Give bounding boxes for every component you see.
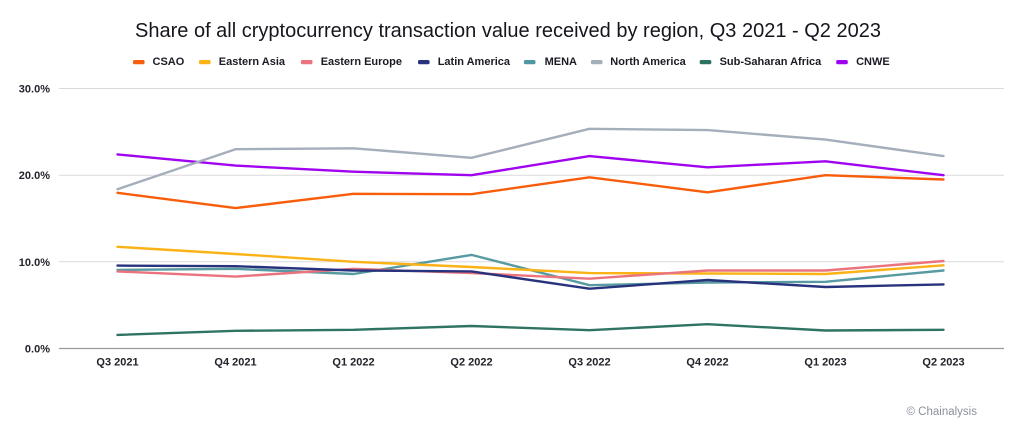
svg-text:20.0%: 20.0% — [19, 170, 50, 182]
svg-text:© Chainalysis: © Chainalysis — [907, 406, 978, 418]
svg-text:MENA: MENA — [545, 56, 577, 68]
svg-text:CSAO: CSAO — [153, 56, 185, 68]
svg-text:Q1 2023: Q1 2023 — [804, 357, 846, 369]
svg-text:10.0%: 10.0% — [19, 257, 50, 269]
svg-text:Q3 2021: Q3 2021 — [96, 357, 138, 369]
svg-text:Q2 2023: Q2 2023 — [922, 357, 964, 369]
svg-text:Sub-Saharan Africa: Sub-Saharan Africa — [720, 56, 823, 68]
svg-text:Share of all cryptocurrency tr: Share of all cryptocurrency transaction … — [135, 20, 881, 42]
svg-text:Q4 2021: Q4 2021 — [214, 357, 256, 369]
svg-text:Q1 2022: Q1 2022 — [332, 357, 374, 369]
svg-text:North America: North America — [610, 56, 686, 68]
svg-text:CNWE: CNWE — [856, 56, 890, 68]
svg-text:Eastern Europe: Eastern Europe — [321, 56, 402, 68]
svg-text:Q3 2022: Q3 2022 — [568, 357, 610, 369]
svg-text:Q2 2022: Q2 2022 — [450, 357, 492, 369]
svg-text:Latin America: Latin America — [438, 56, 511, 68]
svg-text:30.0%: 30.0% — [19, 84, 50, 96]
svg-text:Q4 2022: Q4 2022 — [686, 357, 728, 369]
svg-text:0.0%: 0.0% — [25, 344, 50, 356]
svg-text:Eastern Asia: Eastern Asia — [219, 56, 286, 68]
